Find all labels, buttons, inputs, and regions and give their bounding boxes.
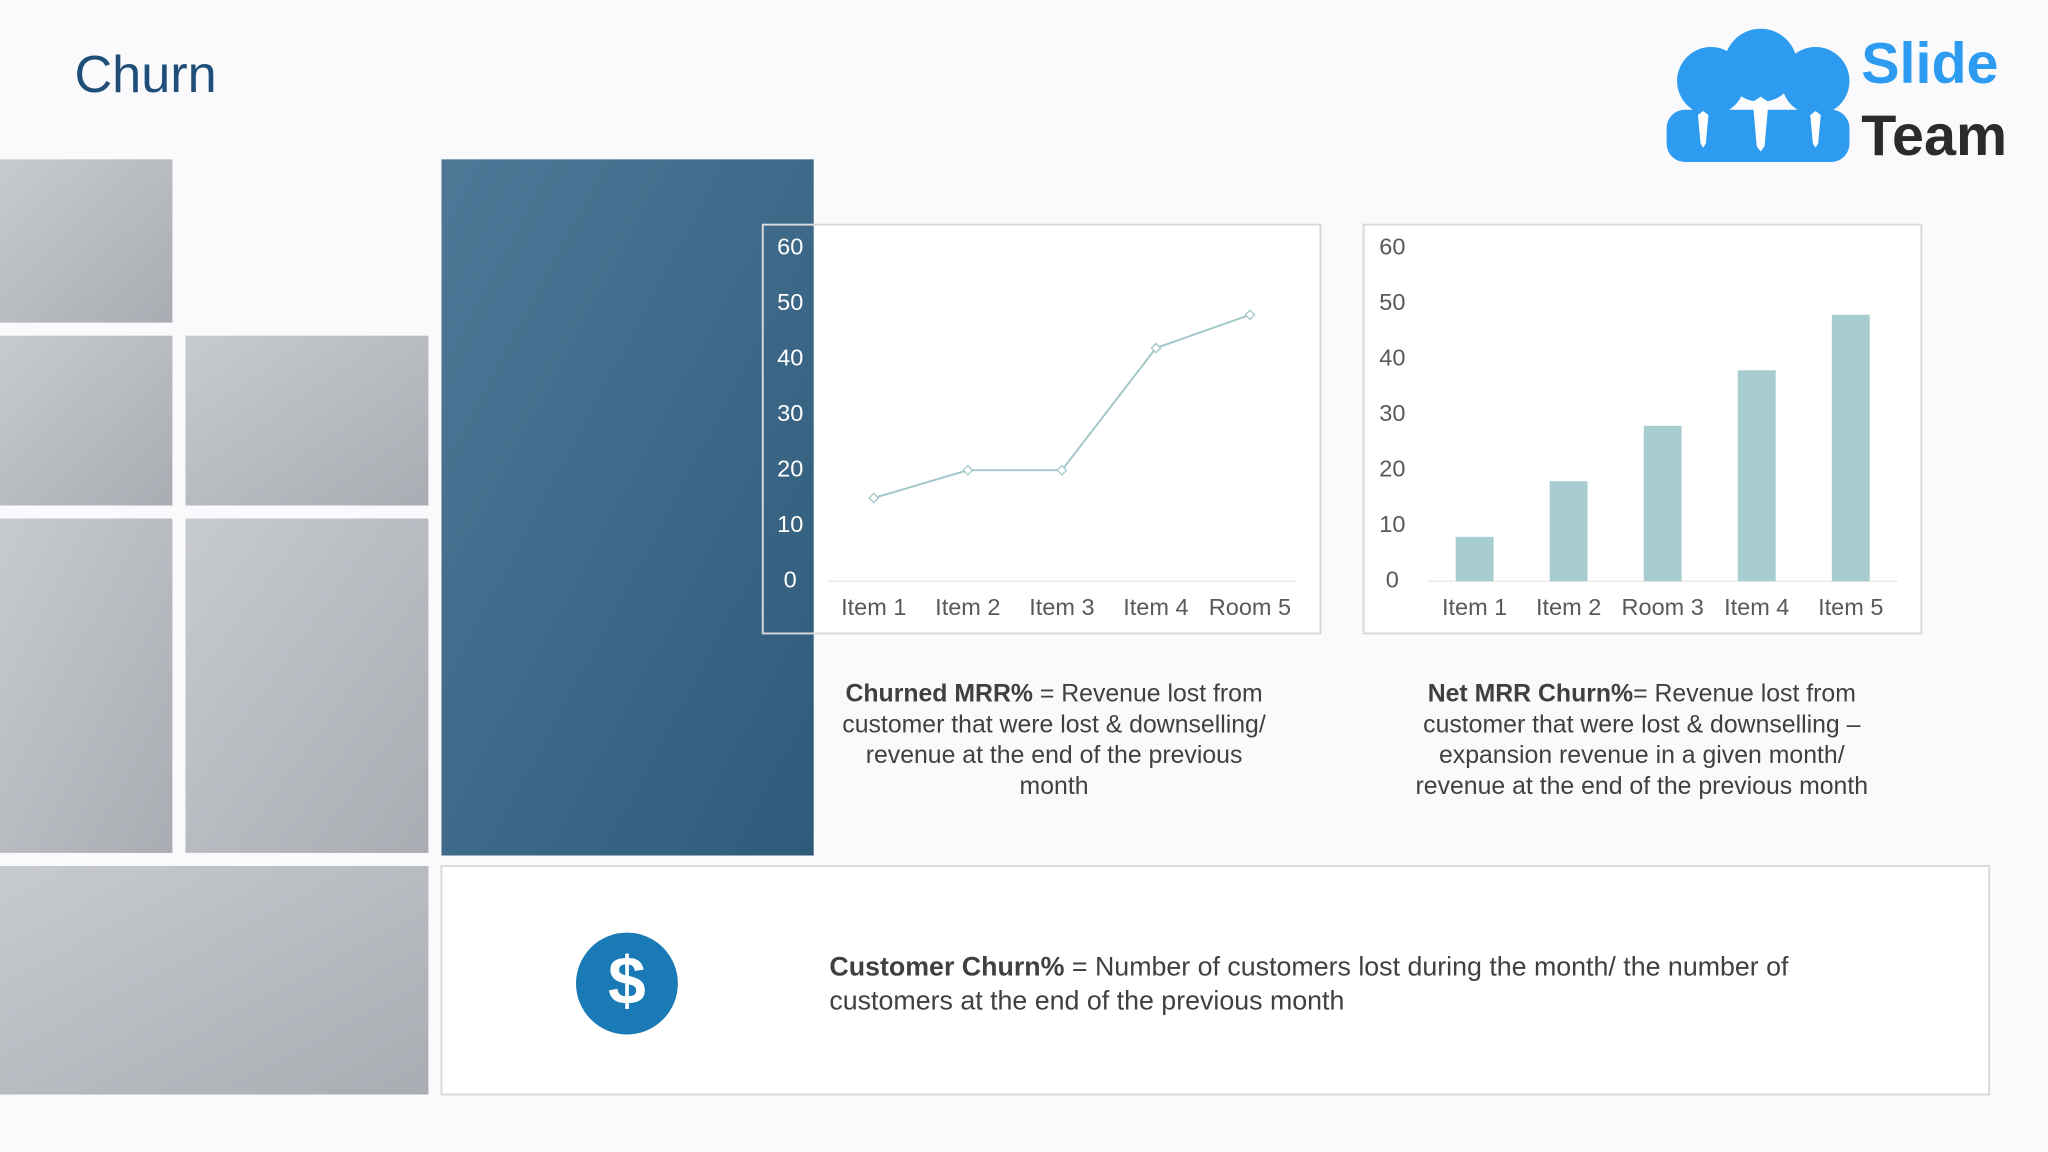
x-tick-label: Item 1 (841, 594, 906, 620)
note-body: = Revenue lost from customer that were l… (1415, 680, 1869, 800)
dollar-icon (576, 932, 678, 1035)
x-tick-label: Item 5 (1818, 594, 1883, 620)
chart-area (815, 225, 1320, 633)
y-tick-label: 10 (777, 511, 803, 537)
y-tick-label: 10 (1379, 511, 1405, 537)
logo: Slide Team (1666, 28, 2007, 168)
photo-collage (0, 159, 814, 1095)
note-term: Customer Churn% (829, 952, 1065, 983)
x-tick-label: Item 4 (1123, 594, 1188, 620)
y-tick-label: 50 (777, 289, 803, 315)
x-tick-label: Room 5 (1209, 594, 1291, 620)
note-term: Churned MRR% (845, 680, 1033, 708)
chart-frame (761, 223, 1322, 635)
x-tick-label: Item 4 (1724, 594, 1789, 620)
note-text: Customer Churn% = Number of customers lo… (829, 951, 1861, 1019)
y-tick-label: 30 (777, 400, 803, 426)
y-tick-label: 0 (784, 566, 797, 592)
note-body: = Revenue lost from customer that were l… (842, 680, 1266, 800)
note: Churned MRR% = Revenue lost from custome… (836, 679, 1272, 802)
logo-text: Slide (1861, 32, 1998, 96)
x-tick-label: Room 3 (1622, 594, 1704, 620)
x-tick-label: Item 2 (935, 594, 1000, 620)
y-tick-label: 0 (1386, 566, 1399, 592)
point (1244, 309, 1256, 321)
note: Net MRR Churn%= Revenue lost from custom… (1395, 679, 1889, 802)
point (962, 464, 974, 476)
note-text: Net MRR Churn%= Revenue lost from custom… (1395, 679, 1889, 802)
note-text: Churned MRR% = Revenue lost from custome… (836, 679, 1272, 802)
y-tick-label: 40 (1379, 344, 1405, 370)
y-tick-label: 30 (1379, 400, 1405, 426)
bar (1455, 536, 1494, 582)
point (1150, 342, 1162, 354)
y-tick-label: 50 (1379, 289, 1405, 315)
info-box (440, 864, 1991, 1096)
slide-title: Churn (74, 46, 216, 104)
x-tick-label: Item 3 (1029, 594, 1094, 620)
y-tick-label: 60 (1379, 233, 1405, 259)
note: Customer Churn% = Number of customers lo… (829, 951, 1861, 1019)
y-tick-label: 60 (777, 233, 803, 259)
x-tick-label: Item 2 (1536, 594, 1601, 620)
point (868, 492, 880, 504)
bar (1831, 314, 1870, 582)
y-tick-label: 20 (777, 455, 803, 481)
dollar-sign: $ (608, 944, 646, 1019)
y-tick-label: 40 (777, 344, 803, 370)
y-tick-label: 20 (1379, 455, 1405, 481)
bar (1643, 425, 1682, 582)
bar (1549, 481, 1588, 582)
note-term: Net MRR Churn% (1427, 680, 1634, 708)
logo-text: Team (1861, 104, 2007, 168)
x-tick-label: Item 1 (1442, 594, 1507, 620)
note-body: = Number of customers lost during the mo… (829, 952, 1789, 1017)
point (1056, 464, 1068, 476)
bar (1737, 370, 1776, 582)
